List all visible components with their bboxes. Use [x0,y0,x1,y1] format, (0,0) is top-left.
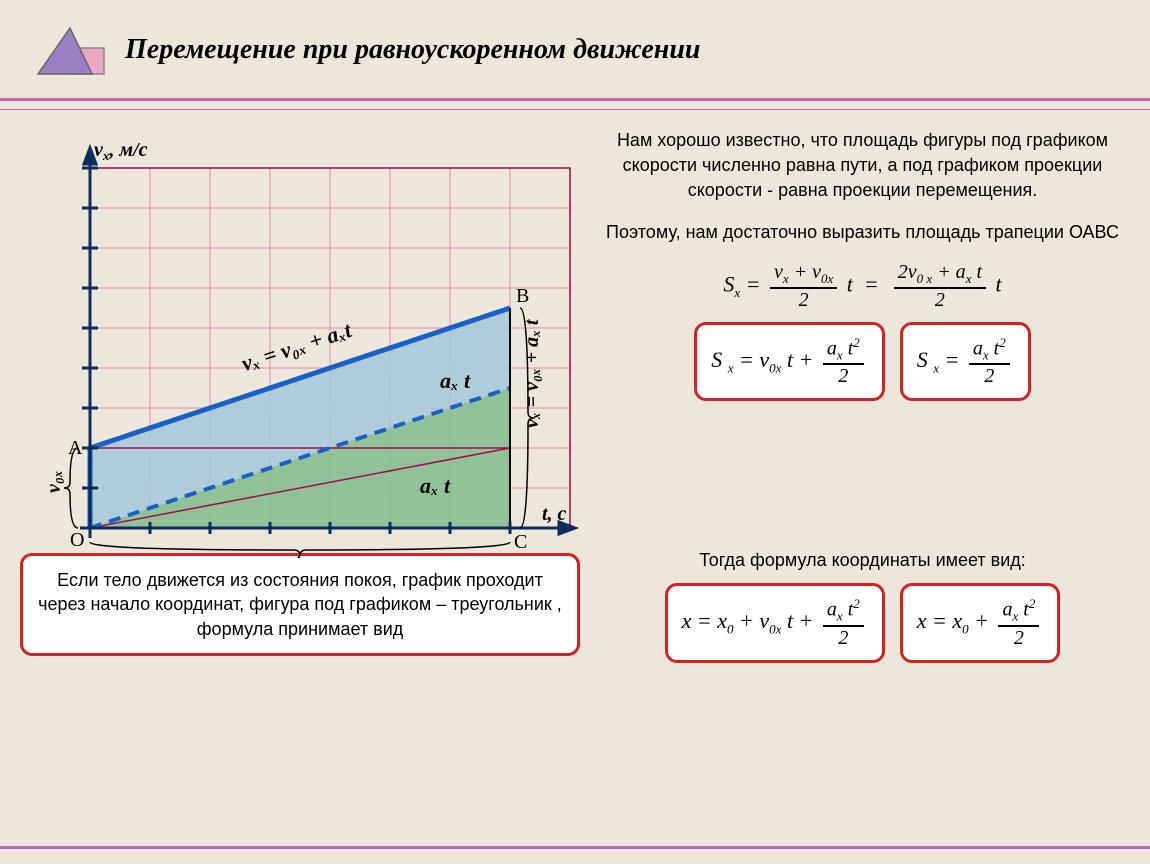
paragraph-1: Нам хорошо известно, что площадь фигуры … [605,128,1120,204]
svg-text:v₀ₓ: v₀ₓ [43,470,65,493]
displacement-formula-rest: S x = ax t22 [900,322,1031,402]
coordinate-formula-full: x = x0 + v0x t + ax t22 [665,583,885,663]
svg-text:vₓ = v₀ₓ + aₓ t: vₓ = v₀ₓ + aₓ t [521,318,543,428]
logo-icon [30,20,110,80]
svg-text:aₓ t: aₓ t [440,368,471,393]
svg-text:О: О [70,529,84,551]
paragraph-2: Поэтому, нам достаточно выразить площадь… [605,220,1120,245]
note-box: Если тело движется из состояния покоя, г… [20,553,580,656]
page-title: Перемещение при равноускоренном движении [125,34,700,66]
svg-text:vx, м/с: vx, м/с [94,139,148,163]
svg-text:aₓ t: aₓ t [420,473,451,498]
footer-divider [0,846,1150,849]
svg-text:С: С [514,531,527,553]
coordinate-formula-rest: x = x0 + ax t22 [900,583,1061,663]
divider [0,109,1150,110]
divider [0,98,1150,101]
svg-text:В: В [516,285,529,307]
paragraph-3: Тогда формула координаты имеет вид: [605,548,1120,573]
trapezoid-area-formula: Sx = vx + v0x2 t = 2v0 x + ax t2 t [605,261,1120,312]
svg-text:А: А [68,437,83,459]
svg-text:t: t [295,548,302,558]
svg-text:t, с: t, с [542,503,567,525]
displacement-formula-full: S x = v0x t + ax t22 [694,322,885,402]
velocity-time-chart: vx, м/с А В О С t, с vₓ = v₀ₓ + aₓt aₓ t… [20,128,580,558]
